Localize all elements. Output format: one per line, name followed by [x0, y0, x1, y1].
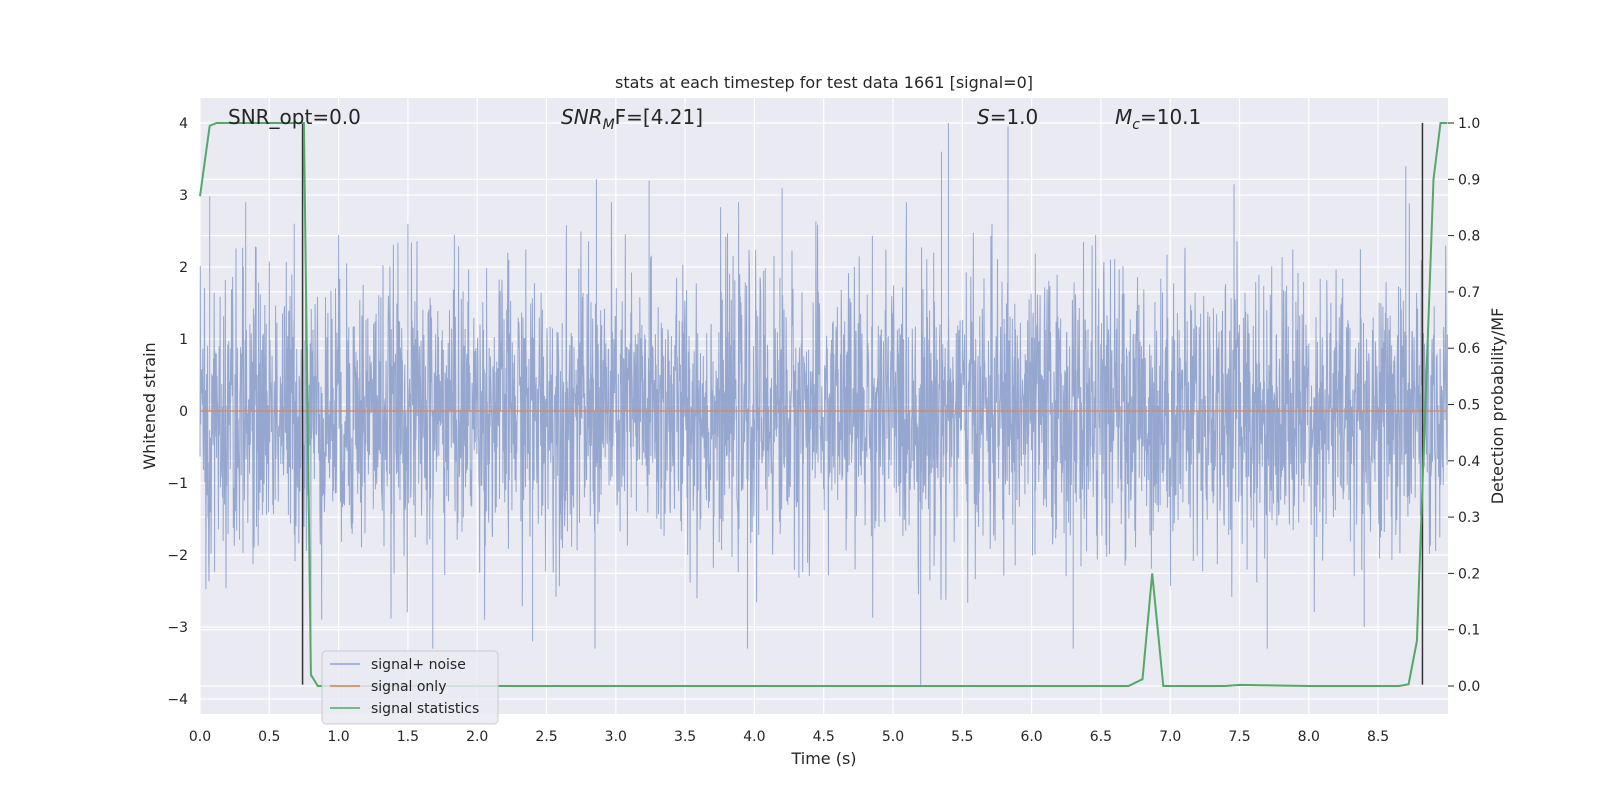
x-tick-label: 6.5 — [1090, 729, 1112, 745]
noise-layer — [199, 123, 1448, 685]
x-tick-label: 1.0 — [327, 729, 349, 745]
annotation-snr-opt: SNR_opt=0.0 — [228, 105, 361, 129]
x-tick-label: 4.5 — [813, 729, 835, 745]
x-tick-label: 2.0 — [466, 729, 488, 745]
y-left-tick-label: 0 — [179, 404, 188, 420]
x-tick-label: 3.0 — [605, 729, 627, 745]
y-axis-left-label: Whitened strain — [140, 342, 159, 469]
x-tick-label: 8.5 — [1367, 729, 1389, 745]
legend-label-signal-noise: signal+ noise — [371, 657, 466, 673]
y-right-tick-label: 0.7 — [1458, 285, 1480, 301]
y-right-tick-label: 0.6 — [1458, 341, 1480, 357]
y-left-tick-label: 1 — [179, 332, 188, 348]
legend-label-signal-only: signal only — [371, 679, 446, 695]
x-tick-label: 7.5 — [1228, 729, 1250, 745]
series-signal-statistics — [199, 122, 1448, 687]
x-tick-label: 5.5 — [951, 729, 973, 745]
y-right-tick-label: 0.5 — [1458, 398, 1480, 414]
annotation-snr-mf-sub: M — [603, 117, 615, 133]
legend: signal+ noise signal only signal statist… — [321, 650, 499, 725]
annotation-s-rest: =1.0 — [990, 105, 1039, 129]
x-axis-label: Time (s) — [790, 749, 856, 768]
y-axis-right-label: Detection probability/MF — [1488, 308, 1507, 505]
x-tick-label: 3.5 — [674, 729, 696, 745]
y-left-tick-label: −1 — [167, 476, 188, 492]
annotation-snr-mf: SNRMF=[4.21] — [561, 105, 703, 133]
annotation-mc-sub: c — [1132, 117, 1140, 133]
y-right-tick-label: 0.2 — [1458, 566, 1480, 582]
y-left-tick-label: −3 — [167, 620, 188, 636]
y-left-tick-label: 4 — [179, 116, 188, 132]
x-tick-label: 4.0 — [743, 729, 765, 745]
annotation-mc: Mc=10.1 — [1115, 105, 1201, 133]
x-tick-label: 8.0 — [1298, 729, 1320, 745]
annotation-mc-rest: =10.1 — [1140, 105, 1201, 129]
annotation-snr-mf-rest: F=[4.21] — [615, 105, 703, 129]
y-right-tick-label: 1.0 — [1458, 116, 1480, 132]
x-tick-label: 6.0 — [1020, 729, 1042, 745]
legend-box — [321, 650, 499, 725]
y-right-tick-label: 0.4 — [1458, 454, 1480, 470]
y-left-tick-label: 3 — [179, 188, 188, 204]
annotation-s: S=1.0 — [977, 105, 1038, 129]
annotation-snr-mf-main: SNR — [561, 105, 603, 129]
x-tick-label: 5.0 — [882, 729, 904, 745]
y-right-tick-label: 0.3 — [1458, 510, 1480, 526]
x-tick-label: 0.5 — [258, 729, 280, 745]
y-right-tick-label: 0.0 — [1458, 679, 1480, 695]
x-tick-label: 0.0 — [189, 729, 211, 745]
legend-label-signal-statistics: signal statistics — [371, 701, 479, 717]
y-left-tick-label: −4 — [167, 692, 188, 708]
y-left-tick-label: −2 — [167, 548, 188, 564]
annotation-s-main: S — [977, 105, 990, 129]
tick-layer: 0.0 0.5 1.0 1.5 2.0 2.5 3.0 3.5 4.0 4.5 5.0 5.5 6.0 6… — [167, 116, 1480, 745]
y-right-tick-label: 0.1 — [1458, 623, 1480, 639]
x-tick-label: 7.0 — [1159, 729, 1181, 745]
series-layer — [199, 122, 1448, 687]
series-signal-noise — [199, 123, 1448, 685]
y-right-tick-label: 0.9 — [1458, 172, 1480, 188]
chart-title: stats at each timestep for test data 166… — [615, 73, 1033, 92]
x-tick-label: 1.5 — [397, 729, 419, 745]
x-tick-label: 2.5 — [535, 729, 557, 745]
annotation-mc-main: M — [1115, 105, 1132, 129]
y-left-tick-label: 2 — [179, 260, 188, 276]
y-right-tick-label: 0.8 — [1458, 229, 1480, 245]
